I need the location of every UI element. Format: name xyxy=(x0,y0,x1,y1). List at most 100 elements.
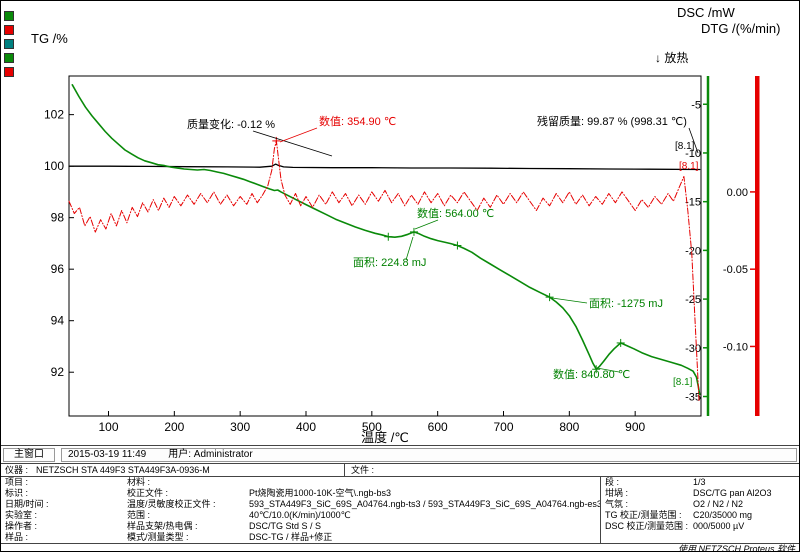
status-user: 用户: Administrator xyxy=(168,448,253,460)
dsc-peak-840-label-leader xyxy=(596,367,620,373)
dtg-tick-label: -0.10 xyxy=(723,341,748,353)
dsc-peak-564-label[interactable]: 数值: 564.00 ℃ xyxy=(417,207,494,220)
param-value-right: C20/35000 mg xyxy=(693,510,753,520)
dtg-peak-temp-label[interactable]: 数值: 354.90 ℃ xyxy=(319,115,396,128)
info-row: 日期/时间 : 温度/灵敏度校正文件 : 593_STA449F3_SiC_69S_… xyxy=(1,499,799,510)
info-row: 标识 : 校正文件 : Pt烧陶瓷用1000-10K-空气\.ngb-bs3 坩埚 :… xyxy=(1,488,799,499)
dsc-peak-840-label[interactable]: 数值: 840.80 ℃ xyxy=(553,368,630,381)
param-value-right: O2 / N2 / N2 xyxy=(693,499,744,509)
param-label-right: 段 : xyxy=(605,477,620,487)
param-name: 样品 : xyxy=(5,532,29,542)
param-label: 样品支架/热电偶 : xyxy=(127,521,198,531)
footer-credit: 使用 NETZSCH Proteus 软件 xyxy=(677,544,795,552)
instrument-cell: 仪器 : NETZSCH STA 449F3 STA449F3A-0936-M xyxy=(1,464,345,476)
param-name: 日期/时间 : xyxy=(5,499,49,509)
param-value-right: 000/5000 µV xyxy=(693,521,745,531)
instrument-file-row: 仪器 : NETZSCH STA 449F3 STA449F3A-0936-M 文… xyxy=(1,464,799,477)
curve-color-toolbar xyxy=(4,11,14,81)
param-label: 温度/灵敏度校正文件 : xyxy=(127,499,216,509)
instrument-label: 仪器 : xyxy=(5,465,29,475)
dsc-tick-label: -35 xyxy=(685,392,701,404)
tg-tick-label: 100 xyxy=(44,159,64,173)
x-tick-label: 200 xyxy=(164,420,184,434)
curve-swatch-2[interactable] xyxy=(4,25,14,35)
param-label-right: 气氛 : xyxy=(605,499,629,509)
param-value: DSC/TG Std S / S xyxy=(249,521,601,532)
param-value-right: DSC/TG pan Al2O3 xyxy=(693,488,772,498)
x-tick-label: 400 xyxy=(296,420,316,434)
chart-svg: 100 200 300 400 500 600 700 800 900 温度 /℃ 92 94 96 98… xyxy=(31,5,780,445)
x-tick-label: 500 xyxy=(362,420,382,434)
param-name: 标识 : xyxy=(5,488,29,498)
info-row: 实验室 : 范围 : 40℃/10.0(K/min)/1000℃ TG 校正/测量范围… xyxy=(1,510,799,521)
tg-tick-label: 94 xyxy=(51,314,65,328)
x-tick-label: 100 xyxy=(98,420,118,434)
dsc-curve[interactable] xyxy=(71,84,701,396)
info-row: 项目 : 材料 : 段 : 1/3 xyxy=(1,477,799,488)
curve-tag-3: [8.1] xyxy=(673,377,693,388)
exo-direction-label: ↓ 放热 xyxy=(655,50,688,65)
param-label-right: 坩埚 : xyxy=(605,488,629,498)
param-value: Pt烧陶瓷用1000-10K-空气\.ngb-bs3 xyxy=(249,488,601,499)
x-tick-label: 600 xyxy=(428,420,448,434)
dsc-tick-label: -5 xyxy=(691,99,701,111)
file-label: 文件 : xyxy=(351,465,375,475)
curve-tag-2: [8.1] xyxy=(679,161,699,172)
x-tick-label: 900 xyxy=(625,420,645,434)
param-value xyxy=(249,477,601,488)
info-row: 样品 : 模式/测量类型 : DSC-TG / 样品+修正 xyxy=(1,532,799,543)
instrument-value: NETZSCH STA 449F3 STA449F3A-0936-M xyxy=(36,465,210,475)
param-label-right xyxy=(601,532,693,543)
tg-tick-label: 92 xyxy=(51,365,65,379)
file-cell: 文件 : xyxy=(345,464,799,476)
info-rows: 项目 : 材料 : 段 : 1/3 标识 : 校正文件 : Pt烧陶瓷用1000-10K-空… xyxy=(1,477,799,543)
residual-mass-label[interactable]: 残留质量: 99.87 % (998.31 ℃) xyxy=(537,114,687,128)
param-name: 实验室 : xyxy=(5,510,38,520)
area-2-label[interactable]: 面积: -1275 mJ xyxy=(589,297,663,310)
x-tick-label: 300 xyxy=(230,420,250,434)
dsc-tick-label: -20 xyxy=(685,245,701,257)
param-name: 操作者 : xyxy=(5,521,38,531)
dsc-axis-title: DSC /mW xyxy=(677,5,736,20)
param-value: 40℃/10.0(K/min)/1000℃ xyxy=(249,510,601,521)
param-label: 材料 : xyxy=(127,477,151,487)
dsc-peak-564-label-leader xyxy=(414,219,439,230)
area-2-label-leader xyxy=(551,297,588,304)
x-tick-label: 800 xyxy=(559,420,579,434)
plot-border xyxy=(68,75,702,417)
param-name: 项目 : xyxy=(5,477,29,487)
info-row: 操作者 : 样品支架/热电偶 : DSC/TG Std S / S DSC 校正/测量… xyxy=(1,521,799,532)
dsc-tick-label: -25 xyxy=(685,294,701,306)
status-info-panel: 2015-03-19 11:49 用户: Administrator xyxy=(61,447,797,462)
curve-swatch-3[interactable] xyxy=(4,39,14,49)
dtg-curve[interactable] xyxy=(68,140,700,401)
param-label: 模式/测量类型 : xyxy=(127,532,189,542)
curve-swatch-4[interactable] xyxy=(4,53,14,63)
area-1-label[interactable]: 面积: 224.8 mJ xyxy=(353,256,426,269)
dtg-axis-title: DTG /(%/min) xyxy=(701,21,780,36)
chart-region: 100 200 300 400 500 600 700 800 900 温度 /℃ 92 94 96 98… xyxy=(1,1,799,446)
param-label-right: DSC 校正/测量范围 : xyxy=(605,521,689,531)
residual-mass-label-leader xyxy=(688,127,699,154)
tg-axis-title: TG /% xyxy=(31,31,68,46)
measurement-info-table: 仪器 : NETZSCH STA 449F3 STA449F3A-0936-M 文… xyxy=(1,464,799,544)
param-value-right: 1/3 xyxy=(693,477,706,487)
dtg-tick-label: -0.05 xyxy=(723,264,748,276)
param-value: 593_STA449F3_SiC_69S_A04764.ngb-ts3 / 59… xyxy=(249,499,601,510)
param-value: DSC-TG / 样品+修正 xyxy=(249,532,601,543)
param-value-right xyxy=(693,532,799,543)
dtg-axis-bar xyxy=(755,76,760,416)
main-window-tab[interactable]: 主窗口 xyxy=(3,447,55,462)
tg-curve[interactable] xyxy=(68,163,701,171)
curve-swatch-5[interactable] xyxy=(4,67,14,77)
param-label: 校正文件 : xyxy=(127,488,169,498)
curve-swatch-1[interactable] xyxy=(4,11,14,21)
tg-tick-label: 98 xyxy=(51,211,65,225)
x-tick-label: 700 xyxy=(493,420,513,434)
dtg-peak-temp-label-leader xyxy=(279,127,318,143)
status-bar: 主窗口 2015-03-19 11:49 用户: Administrator xyxy=(1,446,799,464)
x-axis-title: 温度 /℃ xyxy=(361,430,409,445)
mass-change-label[interactable]: 质量变化: -0.12 % xyxy=(187,117,275,131)
tg-tick-label: 96 xyxy=(51,262,65,276)
